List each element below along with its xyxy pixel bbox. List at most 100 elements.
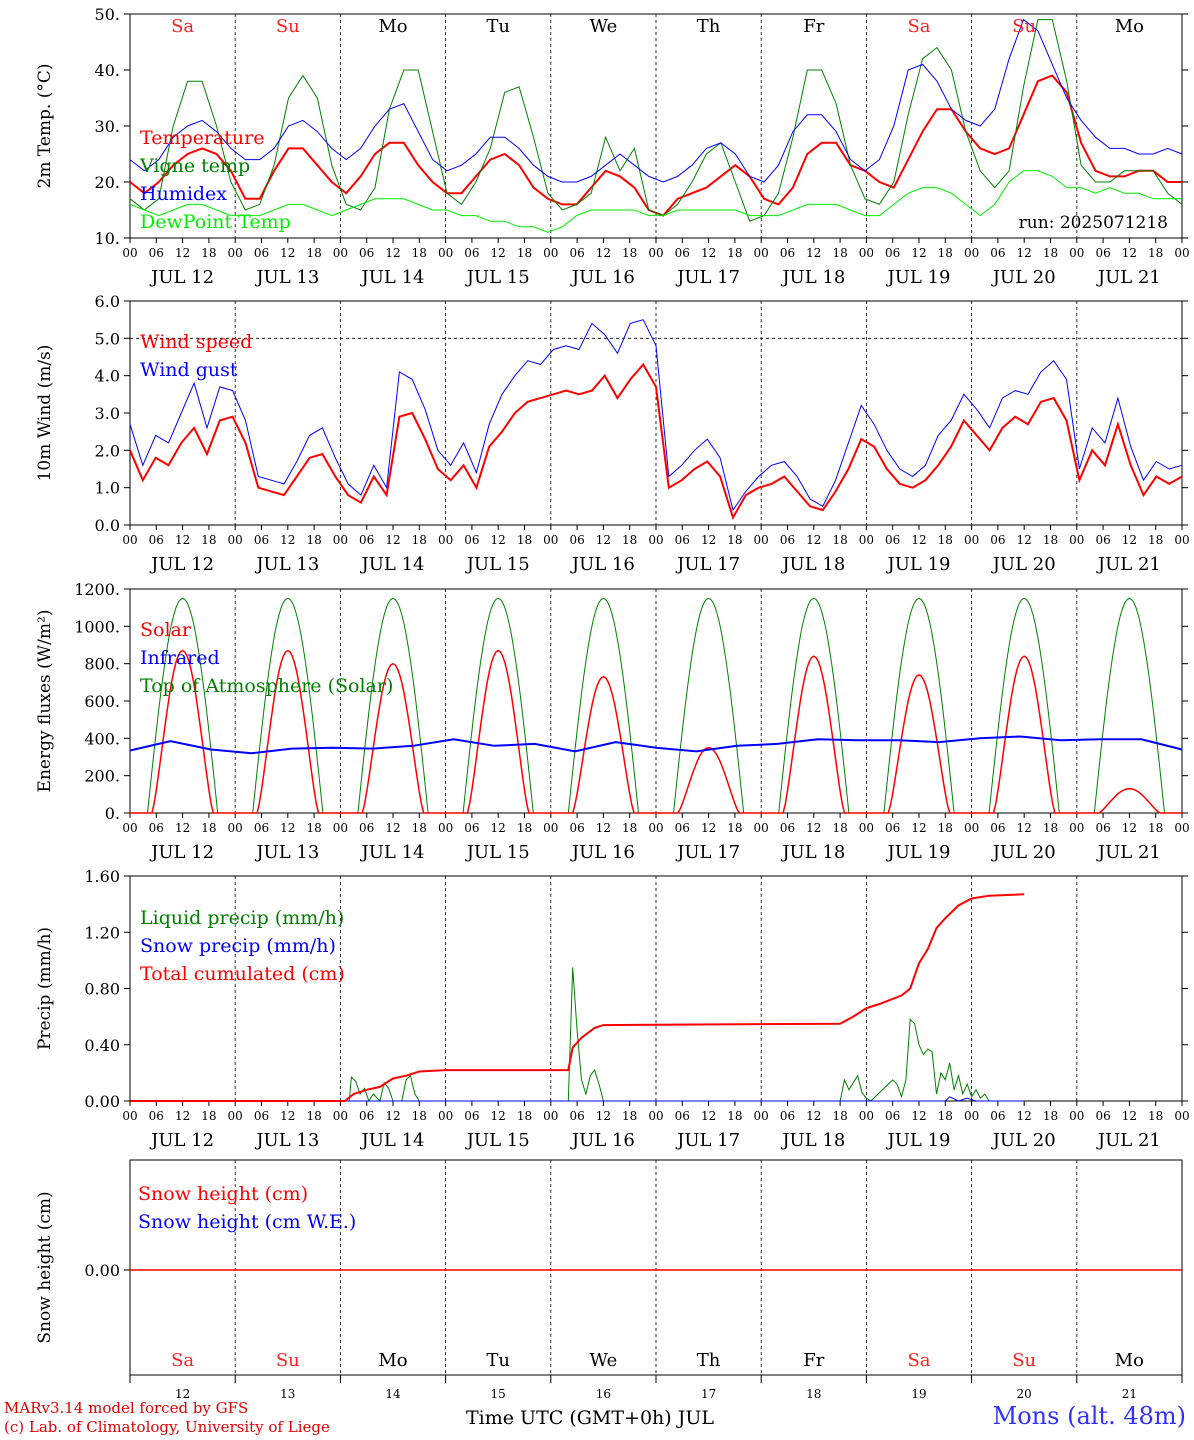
hour-tick-label: 18	[622, 1109, 637, 1123]
hour-tick-label: 12	[596, 1109, 611, 1123]
y-tick-label: 50.	[95, 5, 120, 24]
hour-tick-label: 12	[701, 1109, 716, 1123]
panel-frame	[129, 300, 1183, 526]
hour-tick-label: 18	[306, 821, 321, 835]
hour-tick-label: 12	[701, 246, 716, 260]
hour-tick-label: 18	[201, 533, 216, 547]
hour-tick-label: 00	[122, 533, 137, 547]
hour-tick-label: 00	[122, 246, 137, 260]
y-tick-label: 30.	[95, 117, 120, 136]
date-label: JUL 16	[570, 554, 635, 575]
hour-tick-label: 00	[122, 1109, 137, 1123]
hour-tick-label: 06	[675, 246, 690, 260]
hour-tick-label: 06	[885, 246, 900, 260]
hour-tick-label: 00	[228, 533, 243, 547]
hour-tick-label: 06	[569, 246, 584, 260]
y-tick-label: 200.	[84, 767, 120, 786]
hour-tick-label: 18	[306, 533, 321, 547]
hour-tick-label: 00	[859, 246, 874, 260]
y-axis-label: 2m Temp. (°C)	[35, 63, 55, 188]
hour-tick-label: 06	[1095, 533, 1110, 547]
hour-tick-label: 12	[911, 533, 926, 547]
hour-tick-label: 12	[1017, 246, 1032, 260]
hour-tick-label: 18	[412, 1109, 427, 1123]
y-tick-label: 3.0	[95, 404, 120, 423]
hour-tick-label: 00	[964, 533, 979, 547]
temp-legend-entry: Vigne temp	[139, 155, 250, 177]
hour-tick-label: 18	[622, 533, 637, 547]
hour-tick-label: 00	[1174, 246, 1189, 260]
day-number-label: 16	[596, 1387, 611, 1401]
date-label: JUL 12	[149, 554, 214, 575]
hour-tick-label: 06	[254, 821, 269, 835]
hour-tick-label: 06	[254, 246, 269, 260]
hour-tick-label: 12	[1017, 533, 1032, 547]
hour-tick-label: 00	[964, 1109, 979, 1123]
hour-tick-label: 06	[359, 1109, 374, 1123]
y-tick-label: 1200.	[74, 580, 120, 599]
hour-tick-label: 12	[280, 1109, 295, 1123]
hour-tick-label: 18	[306, 246, 321, 260]
hour-tick-label: 18	[1043, 246, 1058, 260]
wind-series-line	[129, 319, 1183, 512]
date-label: JUL 15	[465, 842, 530, 863]
day-number-label: 21	[1122, 1387, 1137, 1401]
hour-tick-label: 12	[280, 821, 295, 835]
weekday-label: Mo	[1115, 16, 1144, 37]
hour-tick-label: 00	[1069, 1109, 1084, 1123]
hour-tick-label: 12	[1122, 1109, 1137, 1123]
precip-legend-entry: Liquid precip (mm/h)	[140, 907, 344, 929]
hour-tick-label: 00	[438, 1109, 453, 1123]
hour-tick-label: 00	[333, 246, 348, 260]
hour-tick-label: 12	[491, 1109, 506, 1123]
hour-tick-label: 00	[754, 246, 769, 260]
date-label: JUL 18	[780, 267, 845, 288]
y-tick-label: 40.	[95, 61, 120, 80]
hour-tick-label: 18	[1148, 533, 1163, 547]
day-number-label: 13	[280, 1387, 295, 1401]
temp-legend-entry: DewPoint Temp	[140, 211, 291, 233]
hour-tick-label: 12	[385, 1109, 400, 1123]
y-tick-label: 4.0	[95, 367, 120, 386]
hour-tick-label: 18	[412, 246, 427, 260]
hour-tick-label: 00	[543, 533, 558, 547]
date-label: JUL 17	[675, 1130, 740, 1151]
hour-tick-label: 06	[359, 821, 374, 835]
hour-tick-label: 06	[1095, 246, 1110, 260]
hour-tick-label: 00	[543, 246, 558, 260]
hour-tick-label: 06	[569, 1109, 584, 1123]
hour-tick-label: 00	[859, 1109, 874, 1123]
date-label: JUL 19	[886, 1130, 951, 1151]
precip-legend-entry: Snow precip (mm/h)	[140, 935, 336, 957]
hour-tick-label: 12	[911, 821, 926, 835]
hour-tick-label: 06	[990, 246, 1005, 260]
hour-tick-label: 18	[832, 821, 847, 835]
weekday-label: Mo	[1115, 1350, 1144, 1371]
temp-series-line	[129, 18, 1183, 183]
hour-tick-label: 12	[175, 821, 190, 835]
hour-tick-label: 06	[675, 1109, 690, 1123]
day-number-label: 19	[911, 1387, 926, 1401]
temp-series-line	[129, 19, 1183, 222]
hour-tick-label: 06	[780, 821, 795, 835]
date-label: JUL 14	[360, 267, 425, 288]
hour-tick-label: 18	[727, 246, 742, 260]
hour-tick-label: 12	[175, 1109, 190, 1123]
y-tick-label: 0.80	[84, 980, 120, 999]
day-number-label: 18	[806, 1387, 821, 1401]
hour-tick-label: 06	[464, 246, 479, 260]
hour-tick-label: 00	[333, 821, 348, 835]
hour-tick-label: 06	[885, 533, 900, 547]
weekday-label: We	[590, 1350, 618, 1371]
hour-tick-label: 00	[859, 533, 874, 547]
hour-tick-label: 18	[832, 1109, 847, 1123]
hour-tick-label: 12	[911, 1109, 926, 1123]
date-label: JUL 21	[1096, 554, 1161, 575]
date-label: JUL 14	[360, 554, 425, 575]
hour-tick-label: 18	[727, 533, 742, 547]
hour-tick-label: 12	[175, 533, 190, 547]
hour-tick-label: 18	[727, 1109, 742, 1123]
hour-tick-label: 12	[1122, 246, 1137, 260]
y-tick-label: 0.	[105, 804, 120, 823]
date-label: JUL 14	[360, 1130, 425, 1151]
